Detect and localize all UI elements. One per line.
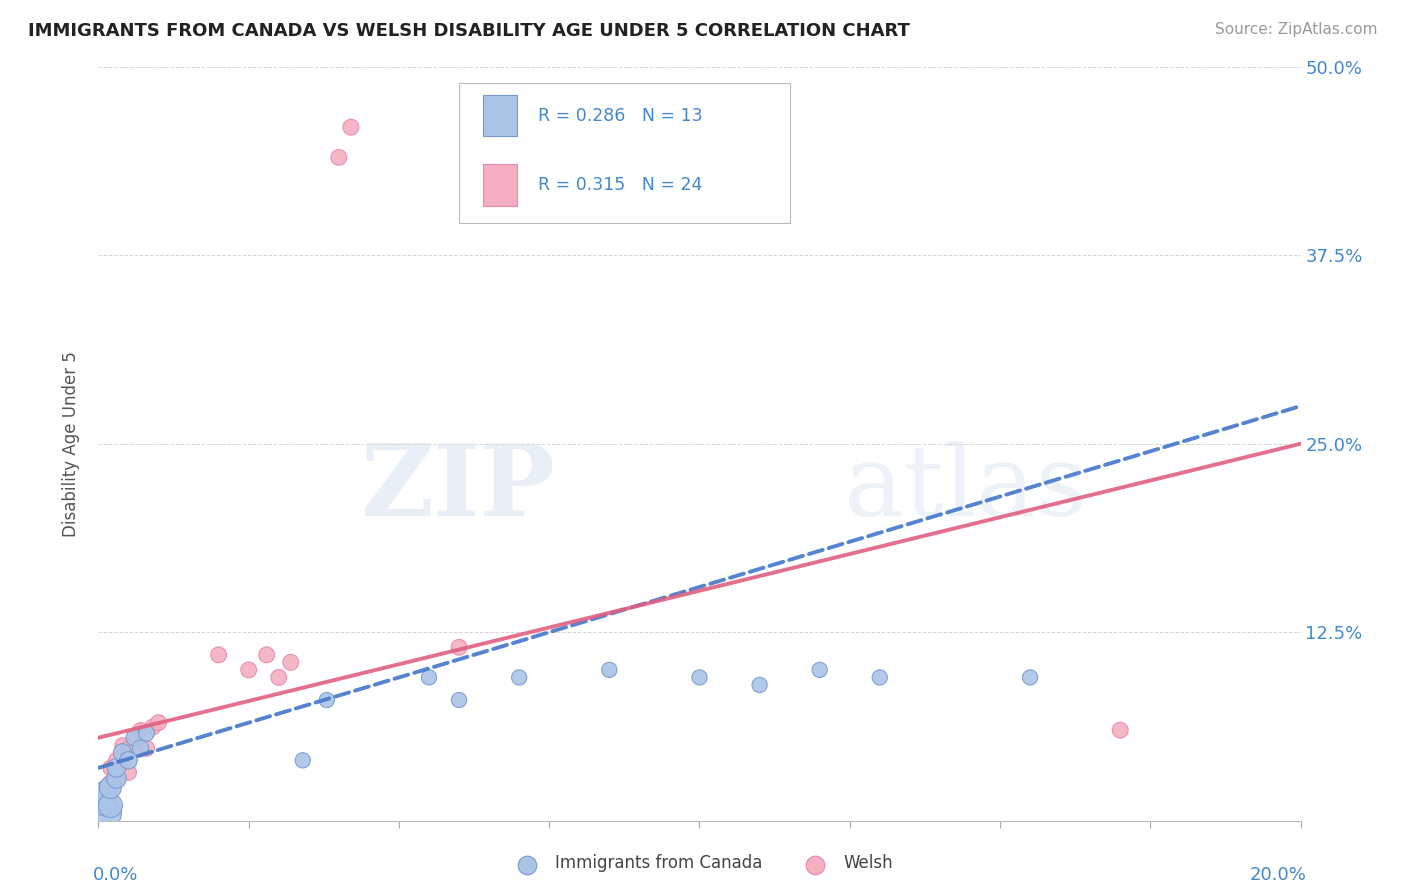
Point [111, 746, 134, 760]
Point [105, 753, 128, 767]
Text: ZIP: ZIP [360, 441, 555, 538]
Bar [484, 95, 517, 136]
Point [1109, 723, 1132, 738]
Bar [484, 164, 517, 205]
Point [748, 678, 770, 692]
Point [238, 663, 260, 677]
Point [93, 796, 115, 810]
Point [100, 780, 122, 795]
Point [117, 753, 139, 767]
Point [135, 726, 157, 740]
Point [148, 715, 170, 730]
Point [124, 731, 146, 745]
Point [117, 765, 139, 780]
Point [141, 720, 163, 734]
Point [418, 670, 440, 684]
Text: 0.0%: 0.0% [93, 866, 138, 884]
Text: atlas: atlas [844, 442, 1087, 537]
Point [100, 761, 122, 775]
Point [105, 772, 128, 786]
Text: IMMIGRANTS FROM CANADA VS WELSH DISABILITY AGE UNDER 5 CORRELATION CHART: IMMIGRANTS FROM CANADA VS WELSH DISABILI… [28, 22, 910, 40]
Point [267, 670, 290, 684]
Point [208, 648, 231, 662]
Point [340, 120, 363, 135]
Y-axis label: Disability Age Under 5: Disability Age Under 5 [62, 351, 80, 537]
Text: Immigrants from Canada: Immigrants from Canada [555, 855, 762, 872]
Point [291, 753, 314, 767]
Point [93, 787, 115, 801]
Text: R = 0.315   N = 24: R = 0.315 N = 24 [538, 176, 703, 194]
Point [328, 150, 350, 164]
Point [447, 640, 470, 655]
FancyBboxPatch shape [458, 84, 790, 223]
Text: R = 0.286   N = 13: R = 0.286 N = 13 [538, 106, 703, 125]
Point [105, 772, 128, 786]
Point [93, 806, 115, 821]
Point [447, 693, 470, 707]
Point [315, 693, 337, 707]
Point [111, 756, 134, 771]
Point [869, 670, 891, 684]
Point [256, 648, 278, 662]
Point [804, 858, 827, 872]
Point [129, 723, 152, 738]
Point [808, 663, 831, 677]
Point [135, 741, 157, 756]
Point [516, 858, 538, 872]
Point [105, 761, 128, 775]
Point [111, 739, 134, 753]
Point [688, 670, 710, 684]
Text: Welsh: Welsh [844, 855, 893, 872]
Text: 20.0%: 20.0% [1250, 866, 1306, 884]
Point [598, 663, 620, 677]
Point [508, 670, 530, 684]
Point [129, 741, 152, 756]
Point [93, 801, 115, 815]
Point [1019, 670, 1042, 684]
Point [93, 787, 115, 801]
Point [117, 741, 139, 756]
Point [280, 656, 302, 670]
Text: Source: ZipAtlas.com: Source: ZipAtlas.com [1215, 22, 1378, 37]
Point [100, 798, 122, 813]
Point [100, 776, 122, 790]
Point [124, 731, 146, 745]
